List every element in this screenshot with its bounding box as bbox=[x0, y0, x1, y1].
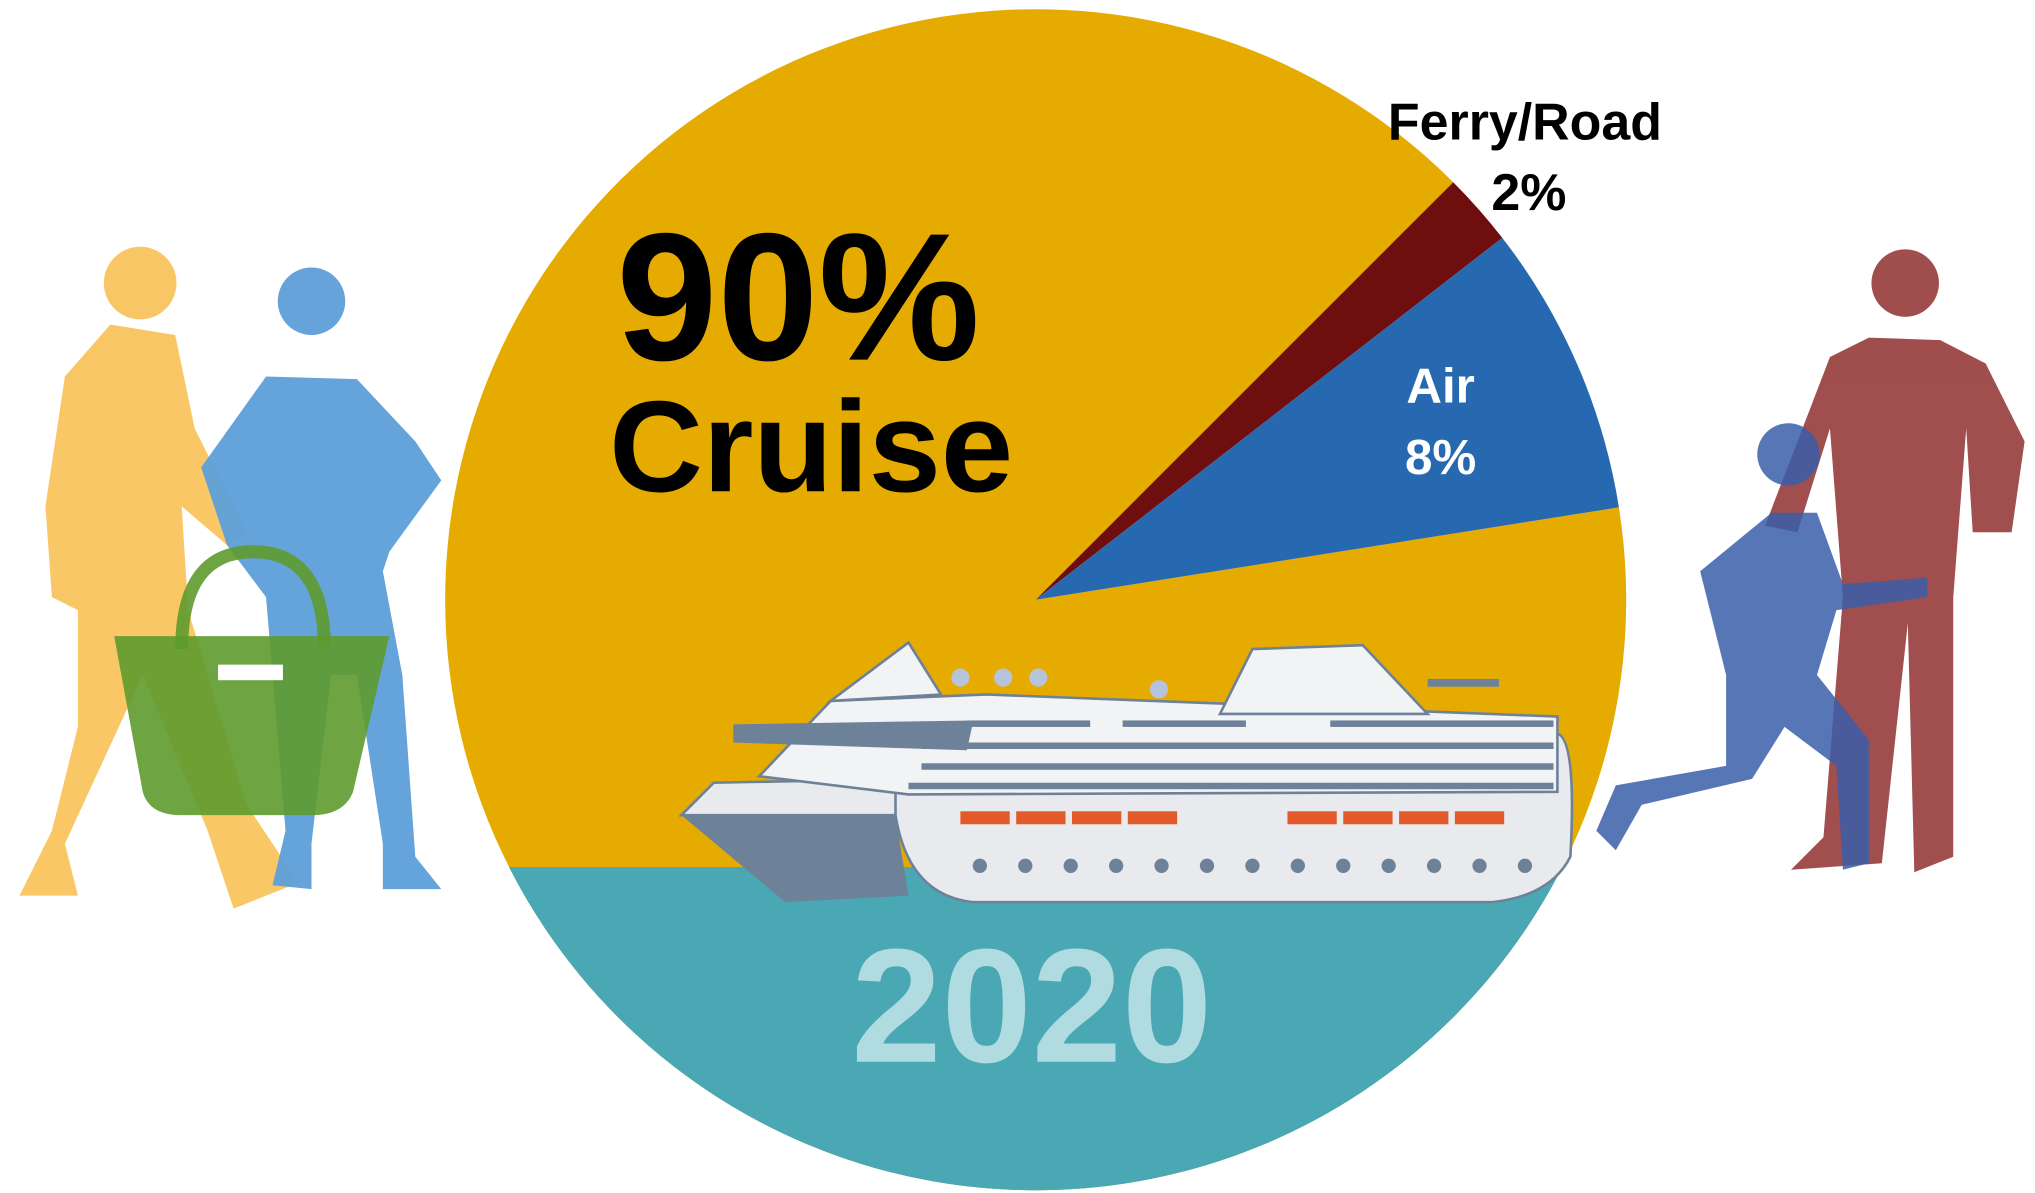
people-right bbox=[1596, 249, 2025, 873]
pie-slice bbox=[1035, 237, 1619, 600]
slice-value-label: 2% bbox=[1491, 164, 1566, 222]
chart-title: 2020 bbox=[851, 916, 1212, 1097]
slice-value-label: 90% bbox=[616, 196, 980, 399]
bag bbox=[114, 545, 390, 816]
slice-category-label: Ferry/Road bbox=[1388, 94, 1662, 152]
pie-slice bbox=[1035, 182, 1503, 600]
slice-value-label: 8% bbox=[1405, 430, 1476, 485]
slice-category-label: Air bbox=[1406, 359, 1474, 414]
ship bbox=[678, 640, 1574, 904]
people-left bbox=[19, 246, 442, 909]
slice-category-label: Cruise bbox=[609, 374, 1013, 519]
